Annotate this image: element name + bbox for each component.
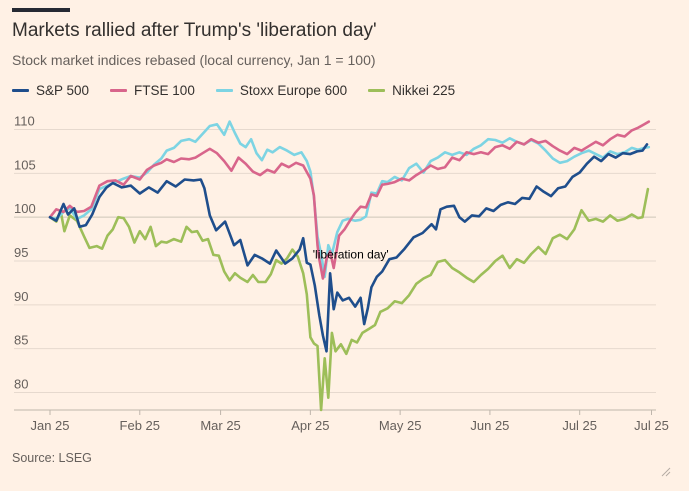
chart-subtitle: Stock market indices rebased (local curr…	[12, 52, 376, 68]
x-tick-label: Jul 25	[634, 418, 669, 433]
x-tick-label: Jul 25	[562, 418, 597, 433]
series-line-ftse-100	[48, 120, 651, 280]
legend-label: FTSE 100	[134, 83, 195, 98]
y-tick-label: 105	[14, 157, 36, 172]
legend-item: Nikkei 225	[368, 83, 455, 98]
y-tick-label: 85	[14, 333, 28, 348]
legend-label: Stoxx Europe 600	[239, 83, 348, 98]
y-tick-label: 100	[14, 201, 36, 216]
legend-label: Nikkei 225	[392, 83, 456, 98]
x-tick-label: Jan 25	[30, 418, 69, 433]
annotation-label: 'liberation day'	[313, 247, 389, 261]
series-line-nikkei-225	[48, 187, 650, 412]
resize-grip-icon[interactable]	[661, 467, 671, 477]
brand-bar	[12, 8, 70, 12]
line-chart: 80 85 90 95 100 105 110 Jan 25 Feb 25 Mar 25 Apr 2…	[14, 114, 669, 433]
x-tick-label: May 25	[379, 418, 422, 433]
chart-source: Source: LSEG	[12, 451, 92, 465]
legend-swatch	[368, 89, 386, 92]
series-line-stoxx-europe-600	[48, 120, 651, 279]
legend-swatch	[110, 89, 128, 92]
legend-item: Stoxx Europe 600	[215, 83, 348, 98]
y-tick-label: 80	[14, 376, 28, 391]
legend-swatch	[12, 89, 29, 92]
legend-label: S&P 500	[36, 83, 90, 98]
chart-legend: S&P 500 FTSE 100 Stoxx Europe 600 Nikkei 22…	[12, 83, 476, 98]
series-line-s-p-500	[48, 143, 649, 353]
y-tick-label: 90	[14, 289, 28, 304]
y-tick-label: 110	[14, 114, 35, 129]
x-tick-label: Jun 25	[470, 418, 509, 433]
y-tick-label: 95	[14, 245, 28, 260]
x-tick-label: Apr 25	[291, 418, 329, 433]
x-tick-label: Mar 25	[200, 418, 240, 433]
x-tick-label: Feb 25	[120, 418, 160, 433]
legend-item: S&P 500	[12, 83, 89, 98]
legend-item: FTSE 100	[110, 83, 195, 98]
legend-swatch	[215, 89, 233, 92]
chart-title: Markets rallied after Trump's 'liberatio…	[12, 20, 377, 41]
